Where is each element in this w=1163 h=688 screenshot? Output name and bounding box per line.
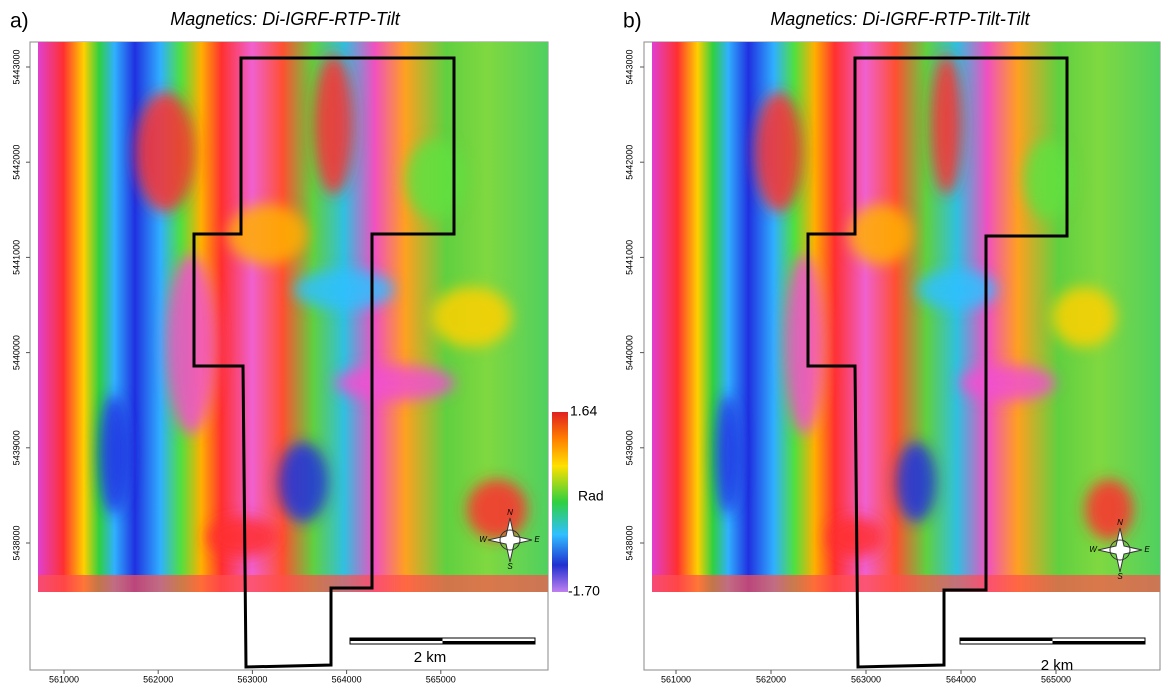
anomaly [784,255,824,435]
compass-label: E [1144,545,1150,554]
anomaly [432,287,512,347]
y-tick-label: 5441000 [11,240,21,275]
map-bottom-edge [38,575,548,592]
y-tick-label: 5443000 [11,49,21,84]
panels: a) Magnetics: Di-IGRF-RTP-Tilt 561000 56200… [10,9,1160,685]
anomaly [294,270,394,310]
x-tick-label: 563000 [237,674,267,684]
y-tick-label: 5439000 [624,430,634,465]
x-tick-label: 565000 [1041,674,1071,684]
colorbar [552,412,568,592]
anomaly [1052,287,1116,347]
anomaly [314,55,354,195]
y-tick-label: 5441000 [624,240,634,275]
scale-bar-half [350,638,443,641]
scale-bar-half [1053,641,1146,644]
figure: a) Magnetics: Di-IGRF-RTP-Tilt 561000 56200… [0,0,1163,688]
x-tick-label: 562000 [756,674,786,684]
y-tick-label: 5440000 [11,335,21,370]
x-tick-label: 562000 [143,674,173,684]
x-tick-label: 561000 [661,674,691,684]
scale-bar-half [443,641,536,644]
anomaly [960,365,1056,401]
anomaly [166,255,216,435]
anomaly [207,517,277,557]
anomaly [1085,480,1133,540]
anomaly [755,92,803,212]
y-tick-label: 5438000 [624,525,634,560]
map-image [38,42,548,592]
anomaly [849,205,913,265]
panel-label: a) [10,10,29,33]
anomaly [896,442,936,522]
panel-title: Magnetics: Di-IGRF-RTP-Tilt [170,9,401,29]
anomaly [467,480,527,540]
y-tick-label: 5443000 [624,49,634,84]
panel-title: Magnetics: Di-IGRF-RTP-Tilt-Tilt [770,9,1030,29]
map-bottom-edge [652,575,1160,592]
x-tick-label: 561000 [49,674,79,684]
anomaly [278,442,328,522]
map-panel: b) Magnetics: Di-IGRF-RTP-Tilt-Tilt 561000… [623,9,1160,685]
compass-label: N [507,508,513,517]
compass-label: E [534,535,540,544]
anomaly [716,395,740,515]
x-tick-label: 564000 [332,674,362,684]
scale-bar-half [960,638,1053,641]
map-image [652,42,1160,592]
anomaly [100,395,130,515]
x-tick-label: 565000 [426,674,456,684]
y-tick-label: 5442000 [624,145,634,180]
y-tick-label: 5442000 [11,145,21,180]
y-tick-label: 5439000 [11,430,21,465]
colorbar-min: -1.70 [568,583,600,599]
y-tick-label: 5438000 [11,525,21,560]
anomaly [136,92,196,212]
scale-bar-label: 2 km [1041,657,1074,674]
compass-label: S [507,562,513,571]
map-panel: a) Magnetics: Di-IGRF-RTP-Tilt 561000 56200… [10,9,604,685]
x-tick-label: 564000 [946,674,976,684]
y-tick-label: 5440000 [624,335,634,370]
scale-bar-label: 2 km [414,649,447,666]
panel-label: b) [623,10,642,33]
x-tick-label: 563000 [851,674,881,684]
anomaly [406,140,466,220]
compass-label: S [1117,572,1123,581]
anomaly [931,55,963,195]
anomaly [1024,140,1072,220]
anomaly [335,365,455,401]
colorbar-unit: Rad [578,488,604,504]
compass-label: N [1117,518,1123,527]
colorbar-max: 1.64 [570,403,597,419]
